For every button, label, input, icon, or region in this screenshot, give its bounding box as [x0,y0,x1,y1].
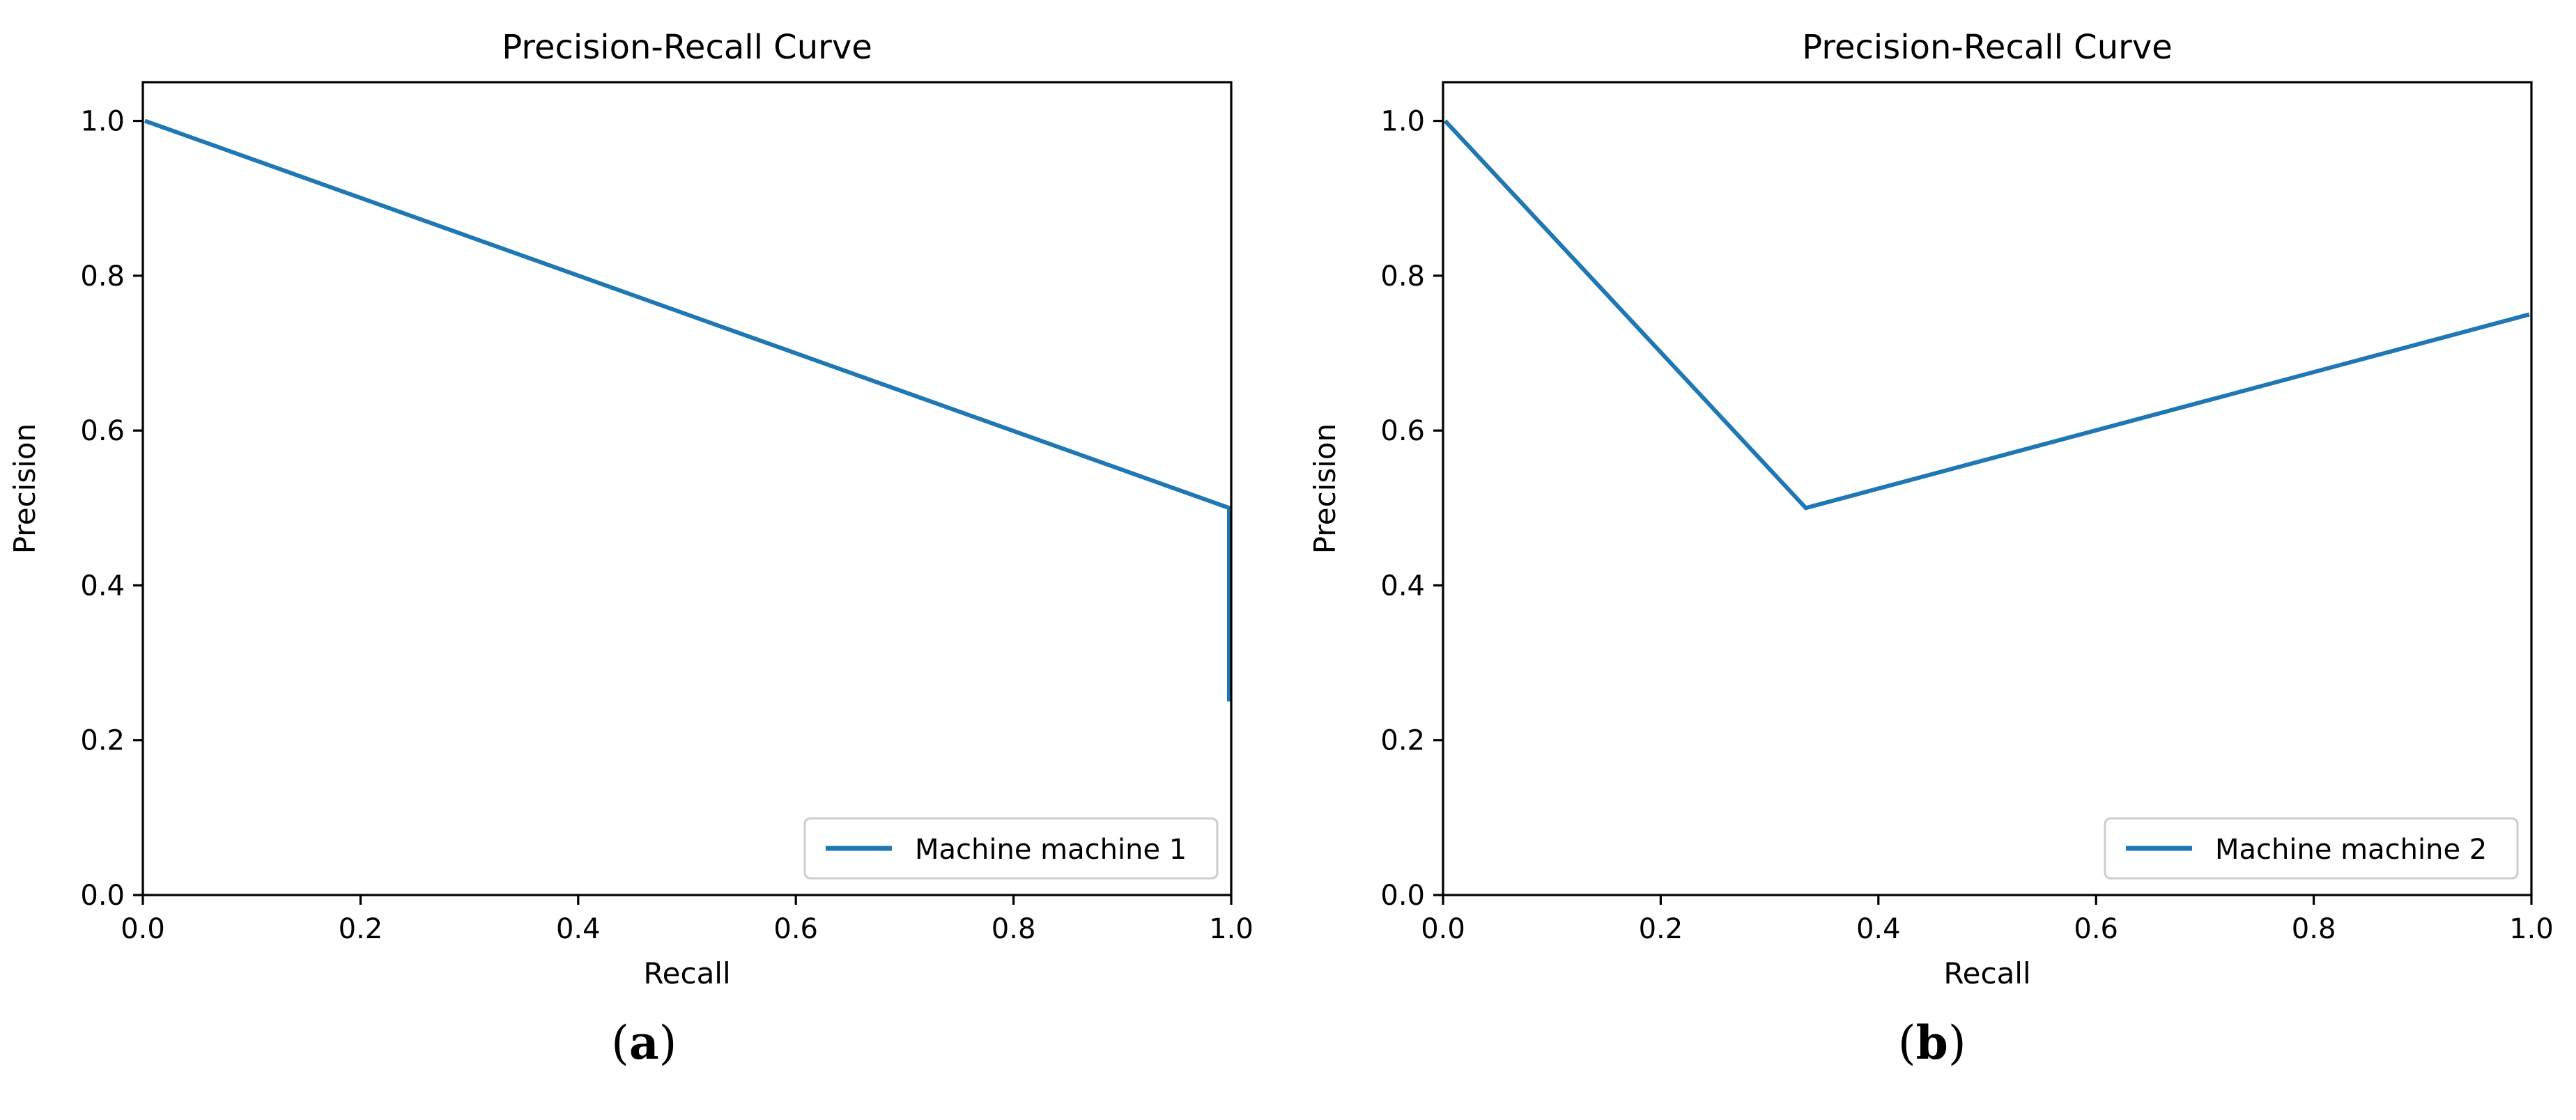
y-tick-label: 0.8 [80,260,125,293]
pr-curve-line [1443,119,2530,511]
y-tick-label: 0.6 [80,415,125,447]
chart-a: 0.0 0.2 0.4 0.6 0.8 1.0 0.0 0.2 0.4 0.6 0.8 1.0 Prec… [8,28,1254,990]
caption-a-letter: a [628,1016,659,1070]
x-tick-label: 0.0 [1421,913,1465,945]
caption-b: (b) [1288,996,2576,1120]
y-tick-label: 1.0 [80,106,125,138]
x-tick-label: 1.0 [2509,913,2554,945]
y-tick-label: 0.0 [1380,880,1425,912]
axes-frame [1442,81,2533,896]
y-tick-label: 0.8 [1380,260,1425,293]
legend-box [803,817,1219,880]
legend-label: Machine machine 1 [915,834,1187,866]
y-tick-label: 0.0 [80,880,125,912]
y-tick-label: 1.0 [1380,106,1425,138]
x-tick-label: 1.0 [1209,913,1254,945]
x-tick-label: 0.2 [1639,913,1683,945]
chart-b: 0.0 0.2 0.4 0.6 0.8 1.0 0.0 0.2 0.4 0.6 0.8 1.0 Prec… [1308,28,2554,990]
captions-row: (a) (b) [0,996,2576,1120]
caption-b-close-paren: ) [1948,1016,1966,1070]
pr-curve-line [144,118,1231,702]
caption-a-open-paren: ( [611,1016,629,1070]
x-tick-label: 0.2 [339,913,383,945]
x-axis-label: Recall [643,956,730,990]
legend-box [2104,817,2519,880]
y-tick-label: 0.6 [1380,415,1425,447]
x-tick-label: 0.4 [1856,913,1901,945]
x-tick-label: 0.6 [2074,913,2118,945]
caption-b-letter: b [1915,1016,1948,1070]
y-tick-label: 0.2 [1380,725,1425,757]
caption-b-open-paren: ( [1897,1016,1916,1070]
x-tick-label: 0.0 [121,913,165,945]
x-axis-label: Recall [1943,956,2030,990]
pr-charts-svg: 0.0 0.2 0.4 0.6 0.8 1.0 0.0 0.2 0.4 0.6 0.8 1.0 Prec… [8,28,2554,990]
x-tick-label: 0.6 [773,913,818,945]
caption-a-close-paren: ) [658,1016,677,1070]
y-tick-label: 0.4 [80,570,125,602]
chart-title: Precision-Recall Curve [502,28,872,67]
y-tick-label: 0.4 [1380,570,1425,602]
axes-frame [141,81,1233,896]
x-tick-label: 0.8 [2292,913,2336,945]
y-axis-label: Precision [8,423,42,554]
caption-a: (a) [0,996,1288,1120]
y-axis-label: Precision [1308,423,1342,554]
y-tick-label: 0.2 [80,725,125,757]
chart-title: Precision-Recall Curve [1802,28,2173,67]
legend-label: Machine machine 2 [2215,834,2487,866]
x-tick-label: 0.8 [992,913,1036,945]
x-tick-label: 0.4 [556,913,601,945]
